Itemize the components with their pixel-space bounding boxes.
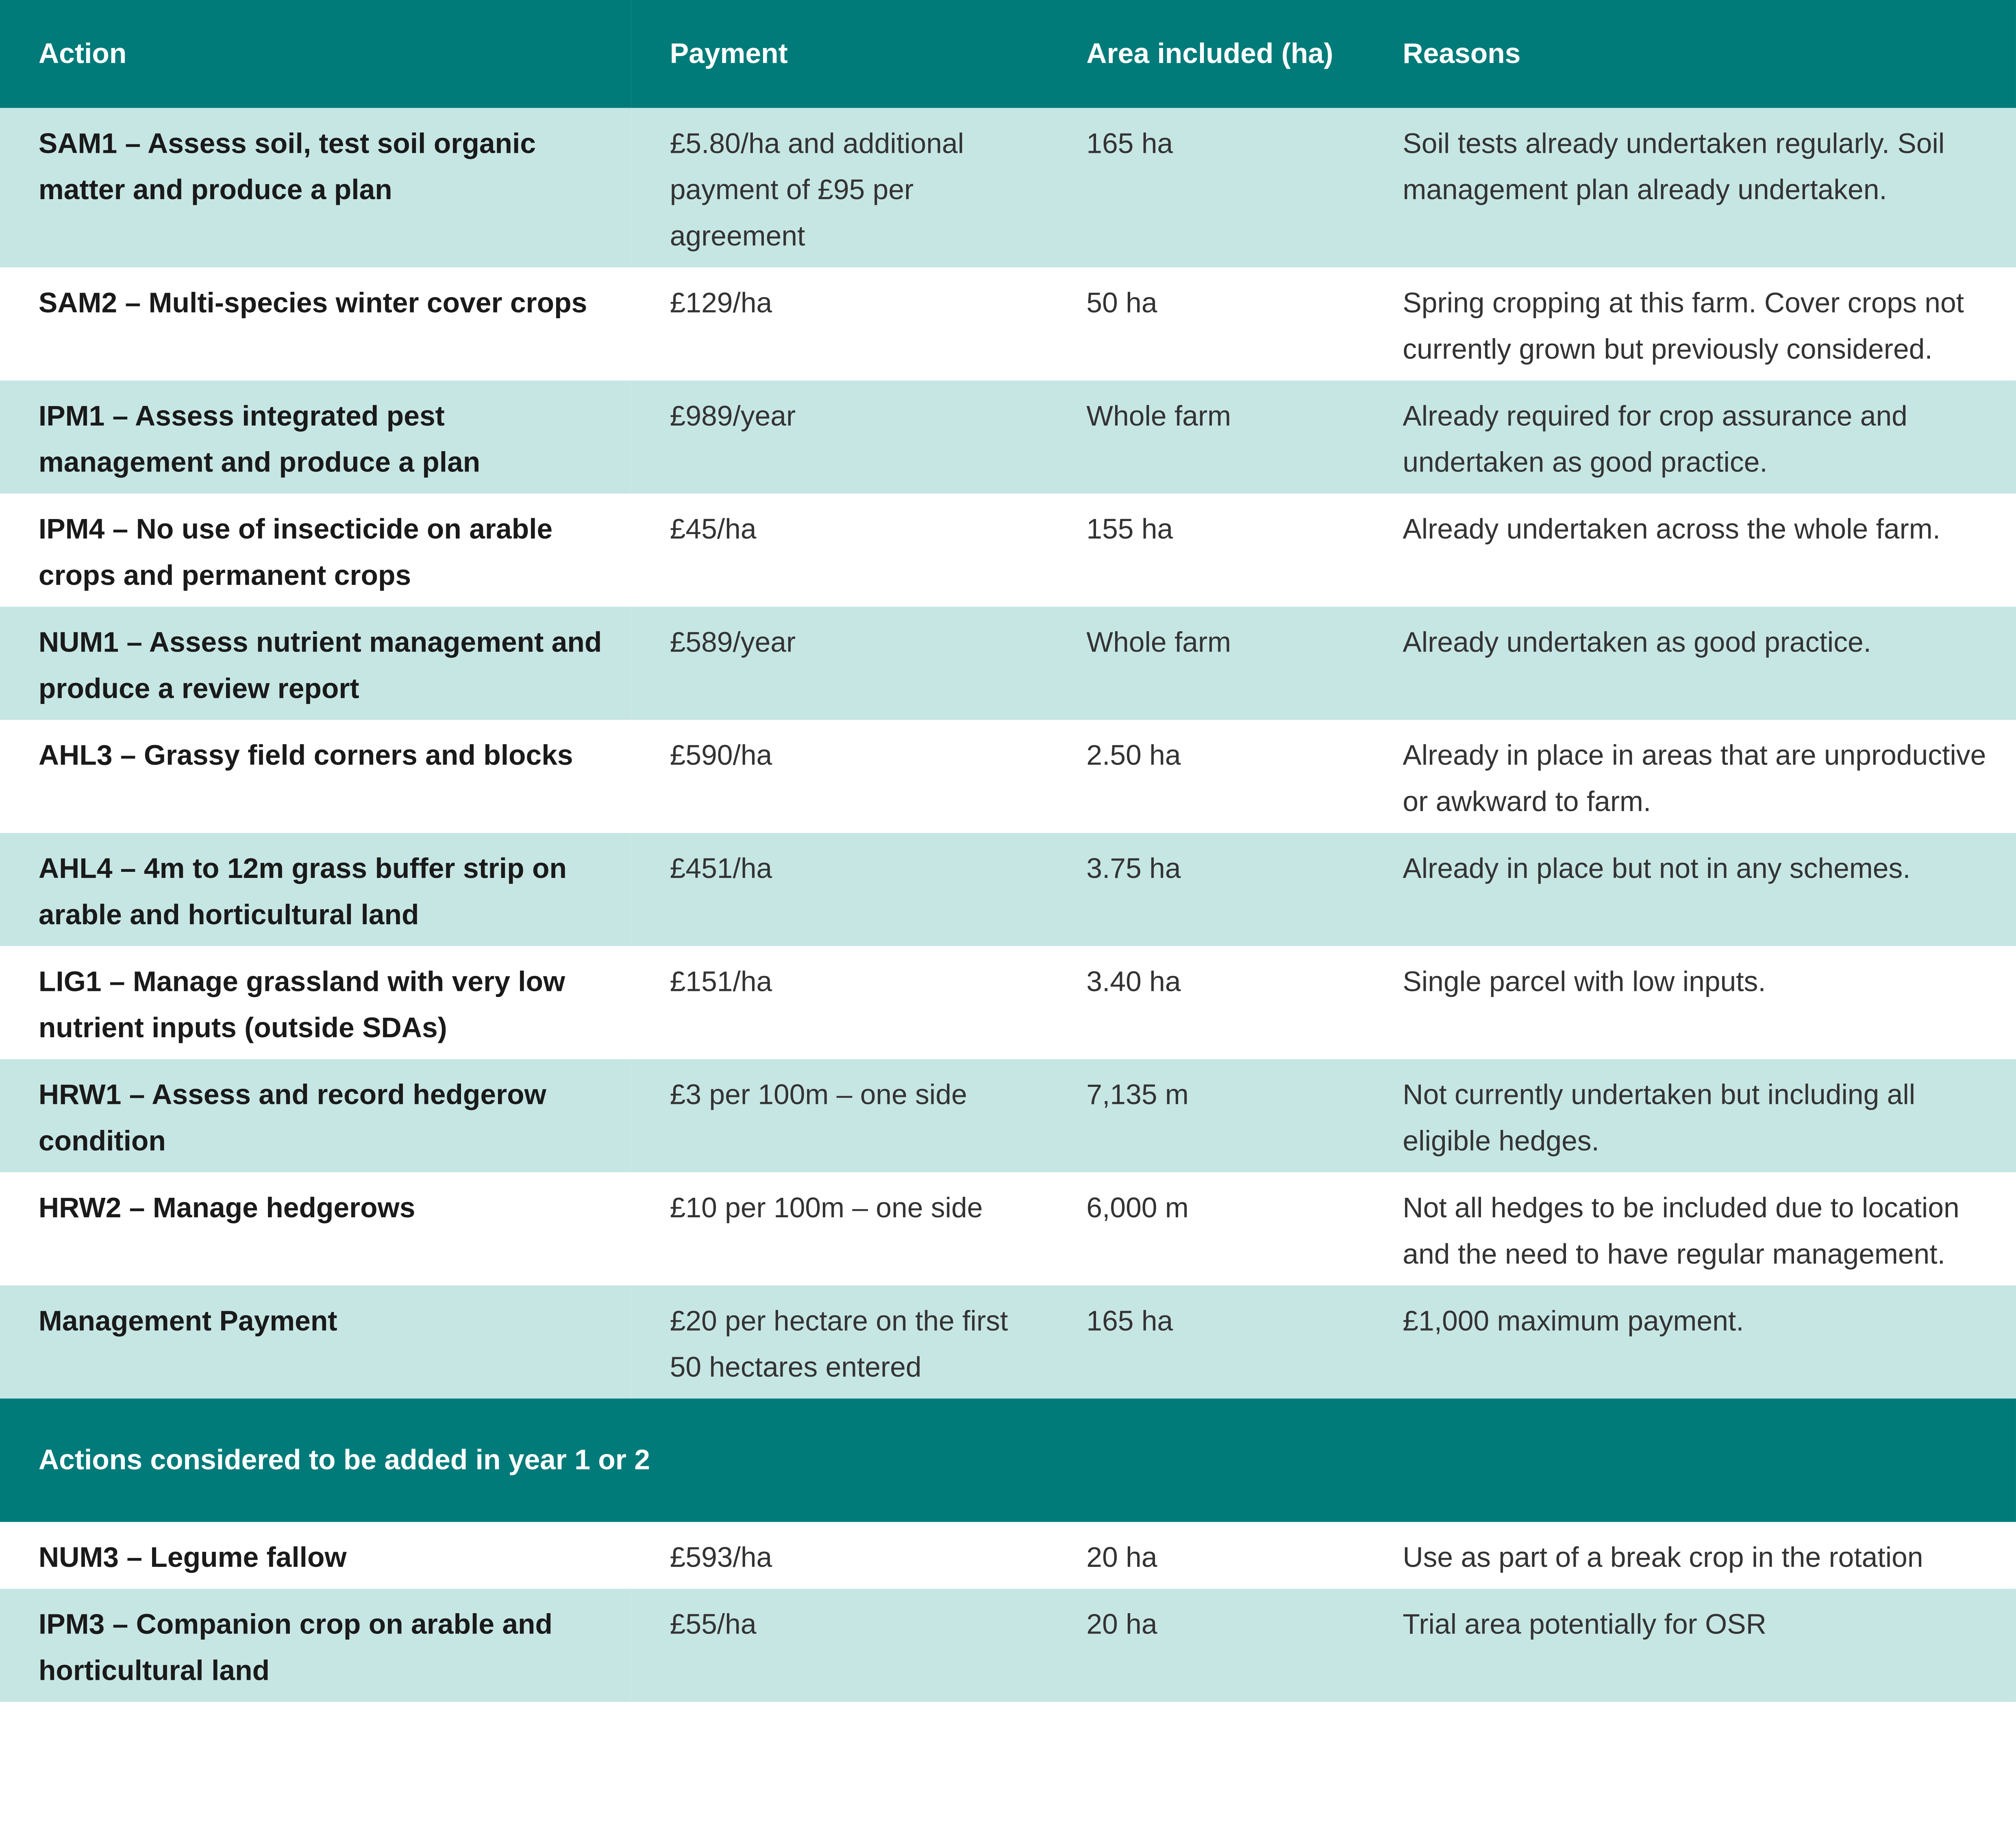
payment-cell: £3 per 100m – one side — [631, 1059, 1048, 1173]
column-header: Action — [0, 0, 631, 108]
action-cell: HRW1 – Assess and record hedgerow condit… — [0, 1059, 631, 1173]
payment-cell: £5.80/ha and additional payment of £95 p… — [631, 108, 1048, 267]
table-row: SAM1 – Assess soil, test soil organic ma… — [0, 108, 2016, 267]
reasons-cell: Already undertaken as good practice. — [1364, 606, 2016, 720]
table-row: IPM1 – Assess integrated pest management… — [0, 380, 2016, 494]
payment-cell: £589/year — [631, 606, 1048, 720]
table-row: NUM1 – Assess nutrient management and pr… — [0, 606, 2016, 720]
area-cell: 20 ha — [1086, 1541, 1157, 1574]
payment-cell: £55/ha — [631, 1588, 1048, 1702]
payment-cell: £45/ha — [670, 513, 757, 545]
reasons-cell: Trial area potentially for OSR — [1364, 1588, 2016, 1702]
reasons-cell: Already in place but not in any schemes. — [1364, 833, 2016, 946]
area-cell: 7,135 m — [1048, 1059, 1364, 1173]
payment-cell: £593/ha — [670, 1541, 772, 1574]
table-row: AHL4 – 4m to 12m grass buffer strip on a… — [0, 833, 2016, 946]
payment-cell: £10 per 100m – one side — [670, 1191, 983, 1224]
section-title: Actions considered to be added in year 1… — [0, 1398, 2016, 1522]
area-cell: 165 ha — [1048, 1285, 1364, 1399]
area-cell: 3.75 ha — [1048, 833, 1364, 946]
area-cell: 6,000 m — [1086, 1191, 1189, 1224]
action-cell: IPM1 – Assess integrated pest management… — [0, 380, 631, 494]
action-cell: Management Payment — [0, 1285, 631, 1399]
reasons-cell: Already required for crop assurance and … — [1364, 380, 2016, 494]
reasons-cell: Use as part of a break crop in the rotat… — [1403, 1541, 1923, 1574]
table-row: SAM2 – Multi-species winter cover crops £… — [0, 267, 2016, 380]
payment-cell: £129/ha — [670, 287, 772, 319]
action-cell: IPM3 – Companion crop on arable and hort… — [0, 1588, 631, 1702]
table-row: HRW1 – Assess and record hedgerow condit… — [0, 1059, 2016, 1173]
area-cell: 165 ha — [1048, 108, 1364, 267]
payment-cell: £451/ha — [631, 833, 1048, 946]
area-cell: 50 ha — [1086, 287, 1157, 319]
reasons-cell: Single parcel with low inputs. — [1403, 965, 1766, 998]
reasons-cell: Soil tests already undertaken regularly.… — [1364, 108, 2016, 267]
action-cell: NUM3 – Legume fallow — [38, 1541, 347, 1574]
reasons-cell: £1,000 maximum payment. — [1364, 1285, 2016, 1399]
column-header: Area included (ha) — [1048, 0, 1364, 108]
action-cell: AHL3 – Grassy field corners and blocks — [38, 739, 573, 771]
table-row: LIG1 – Manage grassland with very low nu… — [0, 946, 2016, 1059]
table-row: HRW2 – Manage hedgerows £10 per 100m – on… — [0, 1172, 2016, 1285]
table-row: Management Payment £20 per hectare on the… — [0, 1285, 2016, 1399]
action-cell: AHL4 – 4m to 12m grass buffer strip on a… — [0, 833, 631, 946]
reasons-cell: Spring cropping at this farm. Cover crop… — [1403, 287, 1964, 365]
area-cell: 3.40 ha — [1086, 965, 1181, 998]
table-row: AHL3 – Grassy field corners and blocks £5… — [0, 720, 2016, 833]
reasons-cell: Already undertaken across the whole farm… — [1403, 513, 1941, 545]
payment-cell: £590/ha — [670, 739, 772, 771]
area-cell: 155 ha — [1086, 513, 1173, 545]
action-cell: SAM2 – Multi-species winter cover crops — [38, 287, 587, 319]
area-cell: Whole farm — [1048, 380, 1364, 494]
payment-cell: £989/year — [631, 380, 1048, 494]
action-cell: HRW2 – Manage hedgerows — [38, 1191, 415, 1224]
reasons-cell: Already in place in areas that are unpro… — [1403, 739, 1986, 818]
action-cell: SAM1 – Assess soil, test soil organic ma… — [0, 108, 631, 267]
column-header: Reasons — [1364, 0, 2016, 108]
table-row: NUM3 – Legume fallow £593/ha 20 ha Use as p… — [0, 1522, 2016, 1589]
area-cell: 20 ha — [1048, 1588, 1364, 1702]
section-row: Actions considered to be added in year 1… — [0, 1398, 2016, 1522]
reasons-cell: Not currently undertaken but including a… — [1364, 1059, 2016, 1173]
reasons-cell: Not all hedges to be included due to loc… — [1403, 1191, 1959, 1270]
payment-cell: £20 per hectare on the first 50 hectares… — [631, 1285, 1048, 1399]
area-cell: Whole farm — [1048, 606, 1364, 720]
actions-table: Action Payment Area included (ha) Reasons S… — [0, 0, 2016, 1702]
column-header: Payment — [631, 0, 1048, 108]
action-cell: LIG1 – Manage grassland with very low nu… — [38, 965, 565, 1044]
table-row: IPM3 – Companion crop on arable and hort… — [0, 1588, 2016, 1702]
table-row: IPM4 – No use of insecticide on arable c… — [0, 493, 2016, 606]
header-row: Action Payment Area included (ha) Reasons — [0, 0, 2016, 108]
action-cell: NUM1 – Assess nutrient management and pr… — [0, 606, 631, 720]
payment-cell: £151/ha — [670, 965, 772, 998]
action-cell: IPM4 – No use of insecticide on arable c… — [38, 513, 553, 591]
area-cell: 2.50 ha — [1086, 739, 1181, 771]
